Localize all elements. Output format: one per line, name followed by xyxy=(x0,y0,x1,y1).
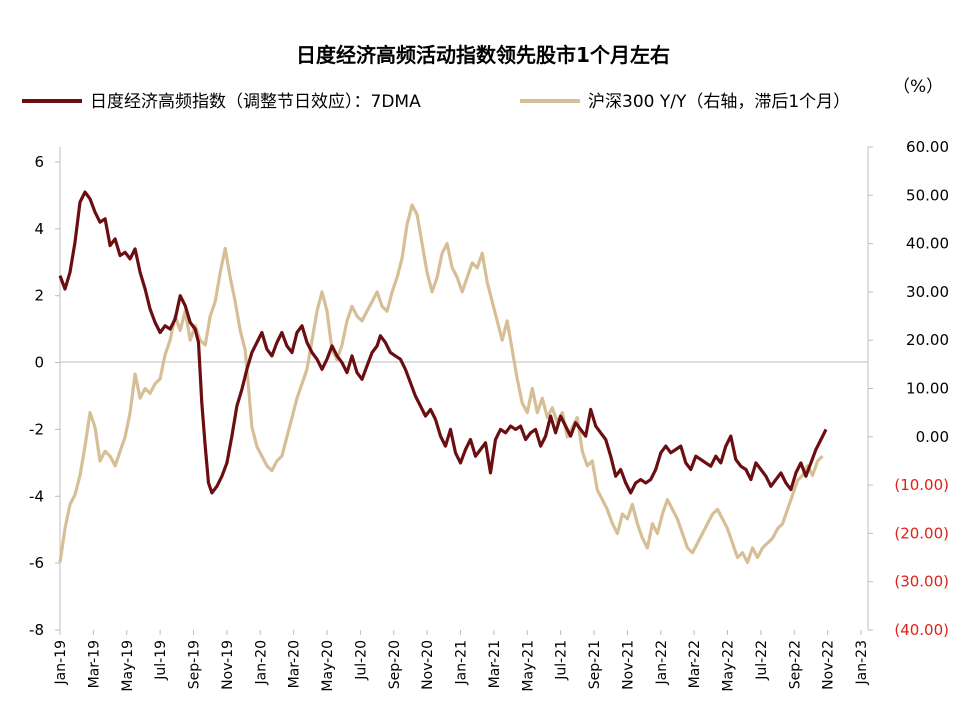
x-tick-label: Mar-19 xyxy=(86,640,102,688)
x-tick-label: Jul-21 xyxy=(554,640,570,681)
x-tick-label: Mar-22 xyxy=(687,640,703,688)
left-tick-label: -8 xyxy=(29,621,44,639)
x-tick-label: Mar-20 xyxy=(287,640,303,688)
left-tick-label: 6 xyxy=(34,153,44,171)
x-tick-label: Sep-19 xyxy=(187,640,203,689)
x-tick-label: May-20 xyxy=(320,640,336,692)
left-tick-label: 0 xyxy=(34,354,44,372)
left-tick-label: -4 xyxy=(29,487,44,505)
right-tick-label: 10.00 xyxy=(906,380,949,398)
x-tick-label: Nov-22 xyxy=(821,640,837,690)
x-tick-label: Jan-22 xyxy=(654,640,670,685)
x-tick-label: Jan-20 xyxy=(253,640,269,685)
x-tick-label: Sep-20 xyxy=(387,640,403,689)
left-tick-label: -2 xyxy=(29,420,44,438)
legend-label-econ: 日度经济高频指数（调整节日效应）：7DMA xyxy=(90,92,421,112)
x-tick-label: Jul-19 xyxy=(153,640,169,681)
x-axis: Jan-19 Mar-19 May-19 Jul-19 Sep-19 Nov-19 Jan-… xyxy=(53,630,870,692)
x-tick-label: Jan-21 xyxy=(454,640,470,685)
x-tick-label: Jan-19 xyxy=(53,640,69,685)
x-tick-label: Nov-19 xyxy=(220,640,236,690)
left-tick-label: 2 xyxy=(34,287,44,305)
right-axis-unit: （%） xyxy=(893,77,943,97)
x-tick-label: Mar-21 xyxy=(487,640,503,688)
x-tick-label: May-22 xyxy=(721,640,737,692)
right-tick-label: (20.00) xyxy=(894,524,949,542)
series-line-econ xyxy=(58,190,828,495)
x-tick-label: Jul-22 xyxy=(754,640,770,681)
right-tick-label: (30.00) xyxy=(894,573,949,591)
right-tick-label: 30.00 xyxy=(906,283,949,301)
right-tick-label: 40.00 xyxy=(906,235,949,253)
right-tick-label: (10.00) xyxy=(894,476,949,494)
right-tick-label: (40.00) xyxy=(894,621,949,639)
series-line-csi300 xyxy=(58,203,824,564)
legend-label-csi300: 沪深300 Y/Y（右轴，滞后1个月） xyxy=(588,92,850,112)
right-tick-label: 20.00 xyxy=(906,331,949,349)
left-axis: 6 4 2 0 -2 -4 -6 -8 xyxy=(29,153,60,639)
chart-title: 日度经济高频活动指数领先股市1个月左右 xyxy=(296,43,670,67)
legend: 日度经济高频指数（调整节日效应）：7DMA 沪深300 Y/Y（右轴，滞后1个月… xyxy=(22,77,943,112)
x-tick-label: May-19 xyxy=(120,640,136,692)
x-tick-label: Jan-23 xyxy=(854,640,870,685)
x-tick-label: Nov-21 xyxy=(620,640,636,690)
x-tick-label: Sep-21 xyxy=(587,640,603,689)
x-tick-label: May-21 xyxy=(520,640,536,692)
x-tick-label: Sep-22 xyxy=(787,640,803,689)
right-tick-label: 0.00 xyxy=(916,428,949,446)
x-tick-label: Jul-20 xyxy=(353,640,369,681)
right-tick-label: 60.00 xyxy=(906,138,949,156)
left-tick-label: -6 xyxy=(29,554,44,572)
left-tick-label: 4 xyxy=(34,220,44,238)
right-tick-label: 50.00 xyxy=(906,186,949,204)
right-axis: 60.00 50.00 40.00 30.00 20.00 10.00 0.00 (10.00… xyxy=(868,138,949,639)
x-tick-label: Nov-20 xyxy=(420,640,436,690)
